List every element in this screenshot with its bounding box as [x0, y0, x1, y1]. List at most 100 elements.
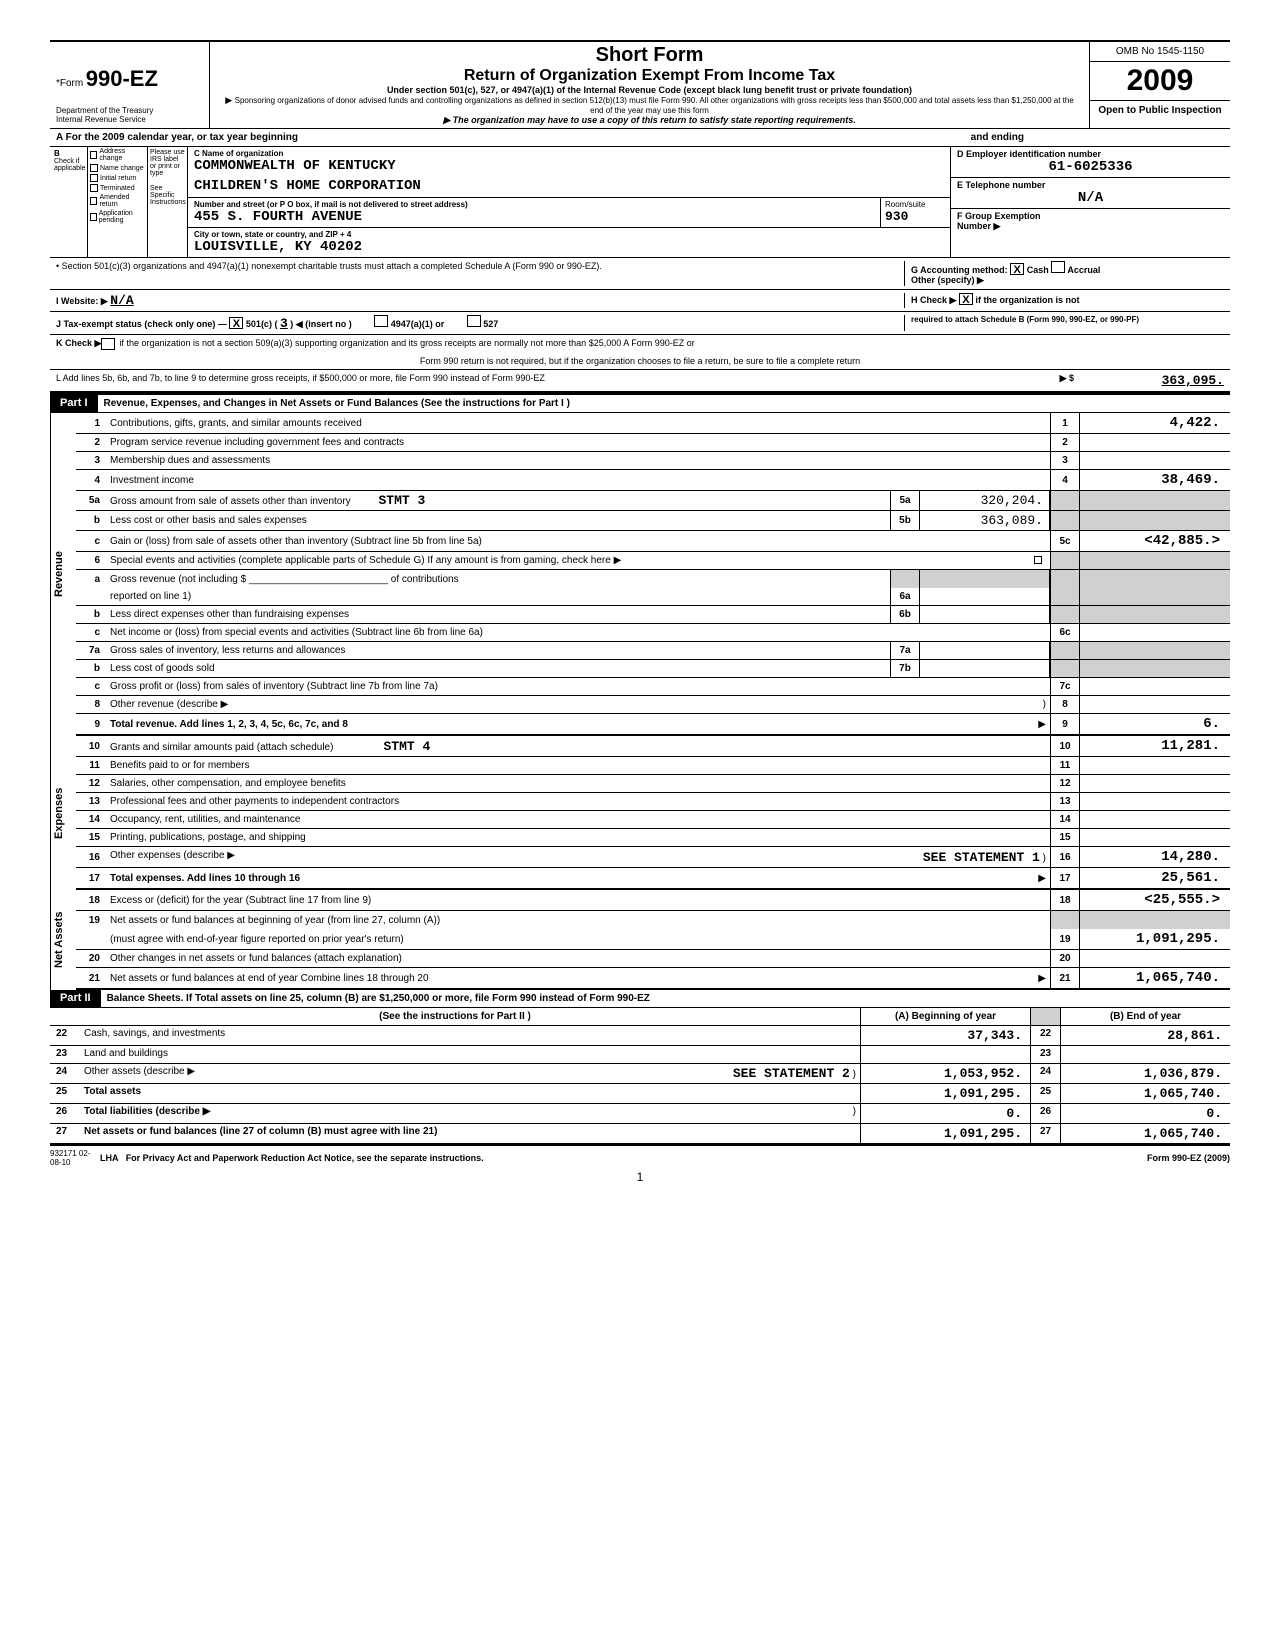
- l17-arrow: ▶: [1038, 873, 1046, 884]
- f-label: F Group Exemption: [957, 211, 1224, 221]
- l5b-box: 5b: [890, 511, 920, 530]
- row-a-right: and ending: [971, 132, 1024, 143]
- l9-val: 6.: [1080, 714, 1230, 734]
- l16-paren: ): [1043, 853, 1046, 864]
- l23-n: 23: [1030, 1046, 1060, 1063]
- l4-val: 38,469.: [1080, 470, 1230, 490]
- irs-label: Internal Revenue Service: [56, 115, 203, 124]
- l12-num: 12: [76, 776, 106, 791]
- l5b-num: b: [76, 513, 106, 528]
- k-checkbox[interactable]: [101, 338, 115, 350]
- l17-val: 25,561.: [1080, 868, 1230, 888]
- l5a-stmt: STMT 3: [378, 493, 425, 508]
- l14-box: 14: [1050, 811, 1080, 828]
- l6a-end-shaded: [1050, 570, 1080, 588]
- street-label: Number and street (or P O box, if mail i…: [194, 200, 874, 209]
- check-if: Check if applicable: [54, 158, 83, 172]
- l6a-mid-shaded: [890, 570, 920, 588]
- phone-value: N/A: [957, 190, 1224, 206]
- street-value: 455 S. FOURTH AVENUE: [194, 209, 874, 225]
- l7b-mv: [920, 660, 1050, 677]
- cb-initial-label: Initial return: [100, 175, 137, 182]
- tax-year: 2009: [1090, 62, 1230, 100]
- l23-text: Land and buildings: [80, 1046, 860, 1063]
- l24-b: 1,036,879.: [1060, 1064, 1230, 1083]
- l9-text: Total revenue. Add lines 1, 2, 3, 4, 5c,…: [110, 719, 348, 730]
- l24-stmt: SEE STATEMENT 2: [733, 1066, 850, 1081]
- 527-checkbox[interactable]: [467, 315, 481, 327]
- l13-val: [1080, 793, 1230, 810]
- l19-box: 19: [1050, 929, 1080, 949]
- footer-code: 932171 02-08-10: [50, 1149, 100, 1167]
- l6a-num: a: [76, 572, 106, 587]
- e-label: E Telephone number: [957, 180, 1224, 190]
- l19-val-shaded: [1080, 911, 1230, 929]
- l24-num: 24: [50, 1064, 80, 1083]
- h-checkbox[interactable]: X: [959, 293, 973, 305]
- l13-box: 13: [1050, 793, 1080, 810]
- cb-amended-label: Amended return: [99, 194, 145, 208]
- l8-text: Other revenue (describe ▶: [110, 699, 228, 710]
- l22-n: 22: [1030, 1026, 1060, 1045]
- l27-text: Net assets or fund balances (line 27 of …: [84, 1126, 437, 1137]
- part-2-label: Part II: [50, 990, 101, 1007]
- l14-text: Occupancy, rent, utilities, and maintena…: [106, 812, 1050, 827]
- l18-box: 18: [1050, 890, 1080, 910]
- checkbox-column: Address change Name change Initial retur…: [88, 147, 148, 257]
- 501c-checkbox[interactable]: X: [229, 317, 243, 329]
- l16-text: Other expenses (describe ▶: [110, 850, 235, 861]
- j-right: required to attach Schedule B (Form 990,…: [904, 315, 1224, 331]
- l9-num: 9: [76, 717, 106, 732]
- l21-text: Net assets or fund balances at end of ye…: [110, 973, 429, 984]
- section-b: B Check if applicable Address change Nam…: [50, 147, 1230, 258]
- l21-num: 21: [76, 971, 106, 986]
- l5b-endval-shaded: [1080, 511, 1230, 530]
- l6a2-endval-shaded: [1080, 588, 1230, 605]
- row-k2: Form 990 return is not required, but if …: [50, 353, 1230, 370]
- cb-app[interactable]: [90, 213, 97, 221]
- cb-address[interactable]: [90, 151, 97, 159]
- l27-a: 1,091,295.: [860, 1124, 1030, 1143]
- cash-checkbox[interactable]: X: [1010, 263, 1024, 275]
- l17-num: 17: [76, 871, 106, 886]
- footer-privacy: For Privacy Act and Paperwork Reduction …: [126, 1153, 484, 1163]
- l14-val: [1080, 811, 1230, 828]
- l9-arrow: ▶: [1038, 719, 1046, 730]
- l22-b: 28,861.: [1060, 1026, 1230, 1045]
- see-specific: See Specific Instructions: [150, 185, 185, 206]
- l7b-box: 7b: [890, 660, 920, 677]
- l6a-endval-shaded: [1080, 570, 1230, 588]
- l6-num: 6: [76, 553, 106, 568]
- open-public: Open to Public Inspection: [1090, 100, 1230, 120]
- l5b-text: Less cost or other basis and sales expen…: [106, 513, 890, 528]
- omb-number: OMB No 1545-1150: [1090, 42, 1230, 62]
- cb-name[interactable]: [90, 164, 98, 172]
- l1-text: Contributions, gifts, grants, and simila…: [106, 416, 1050, 431]
- l6-end-shaded: [1050, 552, 1080, 569]
- short-form-title: Short Form: [218, 44, 1081, 67]
- netassets-section: Net Assets 18Excess or (deficit) for the…: [50, 890, 1230, 990]
- l16-stmt: SEE STATEMENT 1: [923, 850, 1040, 865]
- l16-val: 14,280.: [1080, 847, 1230, 867]
- city-label: City or town, state or country, and ZIP …: [194, 230, 944, 239]
- l10-num: 10: [76, 739, 106, 754]
- l9-box: 9: [1050, 714, 1080, 734]
- l7b-num: b: [76, 661, 106, 676]
- l6b-text: Less direct expenses other than fundrais…: [106, 607, 890, 622]
- 4947-checkbox[interactable]: [374, 315, 388, 327]
- l6c-text: Net income or (loss) from special events…: [106, 625, 1050, 640]
- room-value: 930: [885, 209, 946, 224]
- expenses-lines: 10Grants and similar amounts paid (attac…: [76, 736, 1230, 890]
- row-a: A For the 2009 calendar year, or tax yea…: [50, 128, 1230, 147]
- accounting-method: G Accounting method: X Cash Accrual Othe…: [904, 261, 1224, 286]
- part-1-label: Part I: [50, 395, 98, 412]
- l5c-num: c: [76, 534, 106, 549]
- l8-paren: ): [1043, 699, 1046, 710]
- cb-termin[interactable]: [90, 184, 98, 192]
- l5b-end-shaded: [1050, 511, 1080, 530]
- cb-initial[interactable]: [90, 174, 98, 182]
- gaming-checkbox[interactable]: [1034, 556, 1042, 564]
- l18-text: Excess or (deficit) for the year (Subtra…: [106, 893, 1050, 908]
- accrual-checkbox[interactable]: [1051, 261, 1065, 273]
- cb-amended[interactable]: [90, 197, 97, 205]
